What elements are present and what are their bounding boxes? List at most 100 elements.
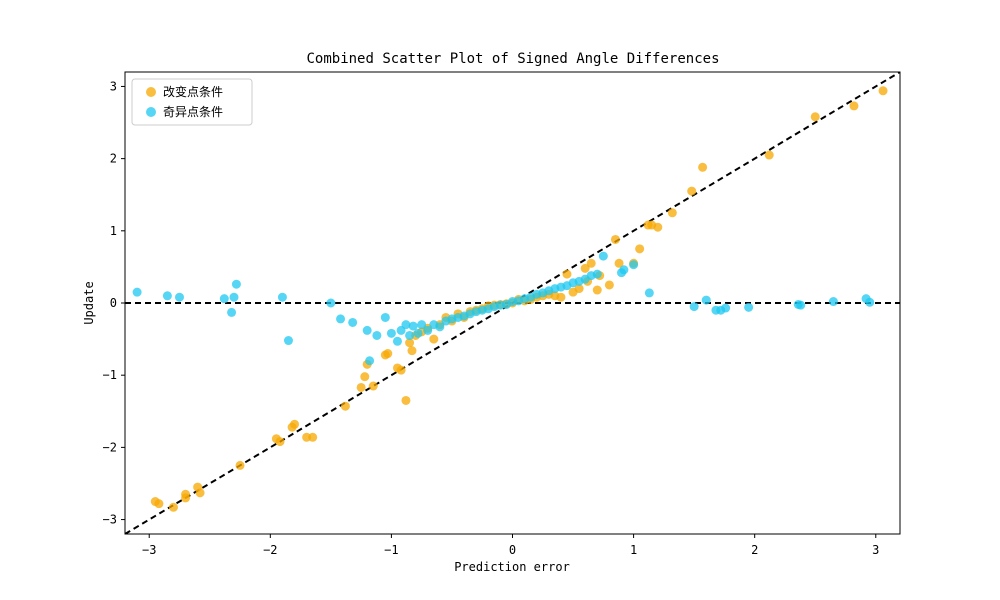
data-point xyxy=(181,493,191,503)
data-point xyxy=(229,292,239,302)
y-tick-label: 1 xyxy=(110,224,117,238)
data-point xyxy=(721,303,731,313)
data-point xyxy=(162,291,172,301)
data-point xyxy=(423,325,433,335)
data-point xyxy=(368,381,378,391)
data-point xyxy=(764,150,774,160)
y-tick-label: 2 xyxy=(110,152,117,166)
data-point xyxy=(340,401,350,411)
data-point xyxy=(386,328,396,338)
data-point xyxy=(580,263,590,273)
data-points xyxy=(132,86,888,512)
data-point xyxy=(604,280,614,290)
y-tick-label: −1 xyxy=(103,368,117,382)
data-point xyxy=(562,269,572,279)
data-point xyxy=(796,300,806,310)
data-point xyxy=(667,208,677,218)
x-tick-label: 3 xyxy=(872,543,879,557)
data-point xyxy=(277,292,287,302)
data-point xyxy=(653,222,663,232)
data-point xyxy=(360,372,370,382)
data-point xyxy=(326,298,336,308)
x-tick-label: 1 xyxy=(630,543,637,557)
data-point xyxy=(744,302,754,312)
legend-label-changepoint: 改变点条件 xyxy=(163,84,223,99)
data-point xyxy=(687,186,697,196)
x-tick-label: −1 xyxy=(384,543,398,557)
data-point xyxy=(574,284,584,294)
data-point xyxy=(195,488,205,498)
x-axis-ticks: −3 −2 −1 0 1 2 3 xyxy=(142,534,879,557)
data-point xyxy=(592,269,602,279)
y-tick-label: 3 xyxy=(110,79,117,93)
data-point xyxy=(698,162,708,172)
y-tick-label: 0 xyxy=(110,296,117,310)
data-point xyxy=(689,302,699,312)
data-point xyxy=(556,292,566,302)
data-point xyxy=(235,460,245,470)
x-tick-label: 0 xyxy=(509,543,516,557)
data-point xyxy=(132,287,142,297)
data-point xyxy=(219,294,229,304)
data-point xyxy=(592,285,602,295)
data-point xyxy=(372,330,382,340)
data-point xyxy=(227,307,237,317)
data-point xyxy=(348,317,358,327)
y-axis-ticks: −3 −2 −1 0 1 2 3 xyxy=(103,79,125,527)
y-tick-label: −2 xyxy=(103,440,117,454)
data-point xyxy=(168,502,178,512)
data-point xyxy=(401,395,411,405)
data-point xyxy=(392,336,402,346)
data-point xyxy=(356,382,366,392)
data-point xyxy=(586,258,596,268)
data-point xyxy=(810,112,820,122)
data-point xyxy=(380,312,390,322)
data-point xyxy=(614,258,624,268)
data-point xyxy=(290,419,300,429)
legend-marker-oddball xyxy=(146,107,156,117)
x-tick-label: −3 xyxy=(142,543,156,557)
x-tick-label: 2 xyxy=(751,543,758,557)
data-point xyxy=(275,437,285,447)
legend-box xyxy=(131,78,253,126)
data-point xyxy=(635,244,645,254)
data-point xyxy=(362,325,372,335)
data-point xyxy=(308,432,318,442)
y-tick-label: −3 xyxy=(103,513,117,527)
data-point xyxy=(435,322,445,332)
data-point xyxy=(405,338,415,348)
data-point xyxy=(644,288,654,298)
data-point xyxy=(231,279,241,289)
data-point xyxy=(701,295,711,305)
data-point xyxy=(865,297,875,307)
data-point xyxy=(283,336,293,346)
data-point xyxy=(336,314,346,324)
data-point xyxy=(413,328,423,338)
data-point xyxy=(401,320,411,330)
data-point xyxy=(407,346,417,356)
legend-marker-changepoint xyxy=(146,87,156,97)
data-point xyxy=(598,251,608,261)
legend-label-oddball: 奇异点条件 xyxy=(163,105,223,119)
data-point xyxy=(619,265,629,275)
series-1 xyxy=(132,251,875,366)
data-point xyxy=(849,101,859,111)
y-axis-title: Update xyxy=(82,281,96,324)
data-point xyxy=(396,365,406,375)
x-axis-title: Prediction error xyxy=(454,560,570,574)
data-point xyxy=(408,321,418,331)
data-point xyxy=(417,320,427,330)
data-point xyxy=(828,297,838,307)
x-tick-label: −2 xyxy=(263,543,277,557)
chart-title: Combined Scatter Plot of Signed Angle Di… xyxy=(306,51,719,67)
data-point xyxy=(629,260,639,270)
data-point xyxy=(610,234,620,244)
legend: 改变点条件 奇异点条件 xyxy=(131,78,253,126)
data-point xyxy=(878,86,888,96)
data-point xyxy=(154,499,164,509)
data-point xyxy=(405,330,415,340)
data-point xyxy=(174,292,184,302)
data-point xyxy=(383,349,393,359)
data-point xyxy=(429,334,439,344)
